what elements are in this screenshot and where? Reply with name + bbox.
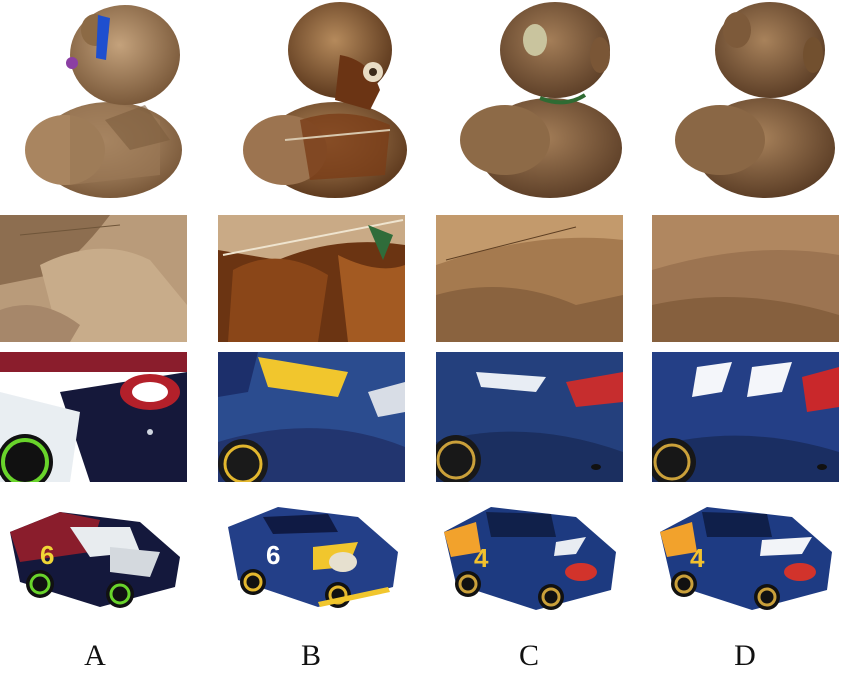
car-closeup-d <box>652 352 839 482</box>
car-render-d: 4 <box>652 492 842 617</box>
column-label-d: D <box>734 639 756 672</box>
car-number-a: 6 <box>40 540 54 570</box>
column-label-b: B <box>300 639 321 672</box>
bear-render-d <box>665 0 842 205</box>
car-number-c: 4 <box>474 543 489 573</box>
bear-render-a <box>10 0 190 205</box>
fur-closeup-d <box>652 215 839 342</box>
column-label-a: A <box>84 639 106 672</box>
car-closeup-a <box>0 352 187 482</box>
car-number-b: 6 <box>266 540 280 570</box>
car-closeup-c <box>436 352 623 482</box>
car-closeup-b <box>218 352 405 482</box>
column-label-c: C <box>518 639 539 672</box>
fur-closeup-c <box>436 215 623 342</box>
fur-closeup-a <box>0 215 187 342</box>
bear-render-c <box>450 0 630 205</box>
car-render-c: 4 <box>436 492 626 617</box>
bear-render-b <box>230 0 410 205</box>
car-number-d: 4 <box>690 543 705 573</box>
car-render-b: 6 <box>218 492 408 617</box>
fur-closeup-b <box>218 215 405 342</box>
car-render-a: 6 <box>0 492 190 617</box>
